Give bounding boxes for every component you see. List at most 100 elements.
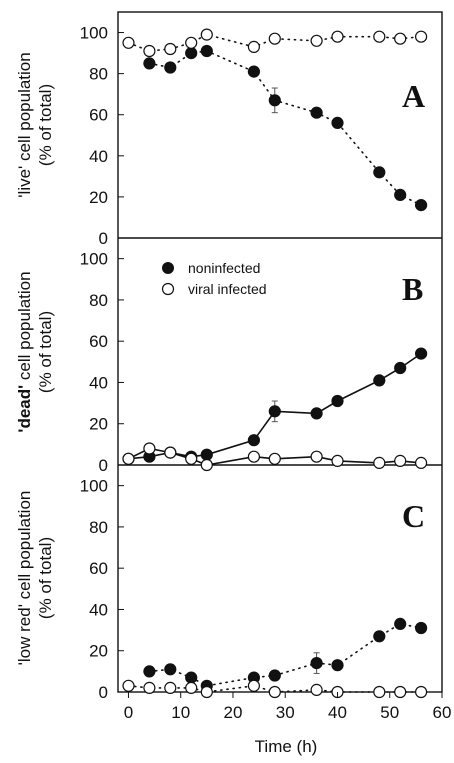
y-tick-label: 20: [89, 415, 108, 434]
data-point-noninfected: [394, 617, 407, 631]
data-point-viral-infected: [143, 44, 156, 58]
data-point-viral-infected: [310, 34, 323, 47]
data-point-viral-infected: [268, 32, 281, 45]
y-tick-label: 40: [89, 373, 108, 392]
data-point-noninfected: [331, 116, 344, 130]
data-point-noninfected: [143, 665, 156, 678]
data-point-viral-infected: [185, 452, 198, 465]
data-point-viral-infected: [247, 40, 260, 54]
data-point-viral-infected: [373, 30, 386, 43]
legend: noninfected viral infected: [161, 260, 267, 297]
y-axis-title-a-line2: (% of total): [36, 84, 55, 166]
data-point-viral-infected: [164, 681, 177, 695]
data-point-viral-infected: [310, 683, 323, 697]
y-tick-label: 20: [89, 642, 108, 661]
data-point-viral-infected: [415, 30, 428, 43]
y-tick-label: 0: [99, 229, 108, 248]
data-point-noninfected: [268, 405, 281, 418]
y-tick-label: 80: [89, 518, 108, 537]
x-tick-label: 40: [328, 703, 347, 722]
data-point-viral-infected: [331, 30, 344, 43]
data-point-noninfected: [185, 46, 198, 60]
legend-marker-noninfected: [162, 262, 174, 274]
data-point-noninfected: [164, 663, 177, 676]
y-tick-label: 60: [89, 332, 108, 351]
series-line-viral-infected: [127, 33, 422, 52]
data-point-noninfected: [331, 659, 344, 672]
data-point-noninfected: [331, 394, 344, 408]
data-point-noninfected: [164, 61, 177, 74]
y-tick-label: 100: [80, 250, 108, 269]
y-tick-label: 100: [80, 24, 108, 43]
y-axis-title-b-bold: 'dead': [15, 385, 34, 433]
panel-frame: [117, 11, 443, 693]
y-axis-title-b-line1: 'dead' cell population: [15, 271, 34, 432]
y-tick-label: 20: [89, 188, 108, 207]
data-point-noninfected: [268, 669, 281, 682]
y-tick-label: 80: [89, 291, 108, 310]
data-point-noninfected: [415, 199, 428, 212]
legend-label-noninfected: noninfected: [188, 260, 260, 276]
data-point-noninfected: [394, 188, 407, 201]
x-tick-label: 30: [276, 703, 295, 722]
y-tick-label: 60: [89, 559, 108, 578]
data-point-noninfected: [200, 44, 213, 58]
data-point-noninfected: [247, 65, 260, 78]
series-line-noninfected: [148, 50, 422, 206]
data-point-noninfected: [415, 347, 428, 360]
data-point-viral-infected: [122, 679, 135, 692]
data-point-viral-infected: [200, 28, 213, 41]
data-point-viral-infected: [200, 685, 213, 699]
data-point-viral-infected: [394, 685, 407, 699]
data-point-viral-infected: [200, 458, 213, 472]
data-point-viral-infected: [185, 36, 198, 49]
data-point-viral-infected: [268, 452, 281, 465]
data-point-noninfected: [143, 57, 156, 70]
panel-letter-a: A: [402, 78, 425, 114]
x-tick-label: 10: [171, 703, 190, 722]
x-tick-label: 20: [224, 703, 243, 722]
data-point-viral-infected: [164, 446, 177, 459]
data-point-viral-infected: [122, 36, 135, 49]
x-tick-label: 60: [433, 703, 452, 722]
data-point-viral-infected: [331, 454, 344, 467]
panel-letter-b: B: [402, 271, 423, 307]
y-axis-title-a-line1: 'live' cell population: [15, 52, 34, 197]
data-point-viral-infected: [143, 681, 156, 695]
data-point-viral-infected: [373, 456, 386, 469]
y-tick-label: 80: [89, 65, 108, 84]
data-point-noninfected: [268, 94, 281, 107]
data-point-viral-infected: [247, 450, 260, 463]
data-point-noninfected: [310, 407, 323, 420]
data-point-noninfected: [373, 374, 386, 387]
y-axis-title-b-rest: cell population: [15, 271, 34, 384]
data-point-noninfected: [373, 630, 386, 643]
data-point-viral-infected: [373, 685, 386, 699]
data-point-noninfected: [415, 621, 428, 635]
y-tick-label: 40: [89, 600, 108, 619]
data-point-noninfected: [310, 656, 323, 670]
panel-a: 0 20 40 60 80 100: [80, 24, 428, 248]
y-tick-label: 40: [89, 147, 108, 166]
y-axis-title-c-line2: (% of total): [36, 537, 55, 619]
x-tick-label: 50: [380, 703, 399, 722]
legend-marker-viral-infected: [161, 282, 175, 296]
panel-c: 0 20 40 60 80 100 0 10 20 30 40 50 60: [80, 477, 452, 722]
y-tick-label: 0: [99, 456, 108, 475]
data-point-noninfected: [373, 166, 386, 179]
y-axis-title-c-line1: 'low red' cell population: [15, 491, 34, 666]
data-point-viral-infected: [415, 685, 428, 699]
data-point-noninfected: [185, 671, 198, 684]
data-point-noninfected: [310, 106, 323, 119]
data-point-viral-infected: [268, 685, 281, 699]
x-axis-title: Time (h): [255, 737, 318, 756]
y-tick-label: 60: [89, 106, 108, 125]
data-point-viral-infected: [143, 442, 156, 455]
data-point-viral-infected: [415, 456, 428, 469]
y-tick-label: 0: [99, 683, 108, 702]
data-point-noninfected: [200, 448, 213, 461]
legend-label-viral-infected: viral infected: [188, 281, 267, 297]
data-point-viral-infected: [394, 454, 407, 467]
panel-b: 0 20 40 60 80 100: [80, 250, 428, 475]
data-point-viral-infected: [394, 32, 407, 45]
